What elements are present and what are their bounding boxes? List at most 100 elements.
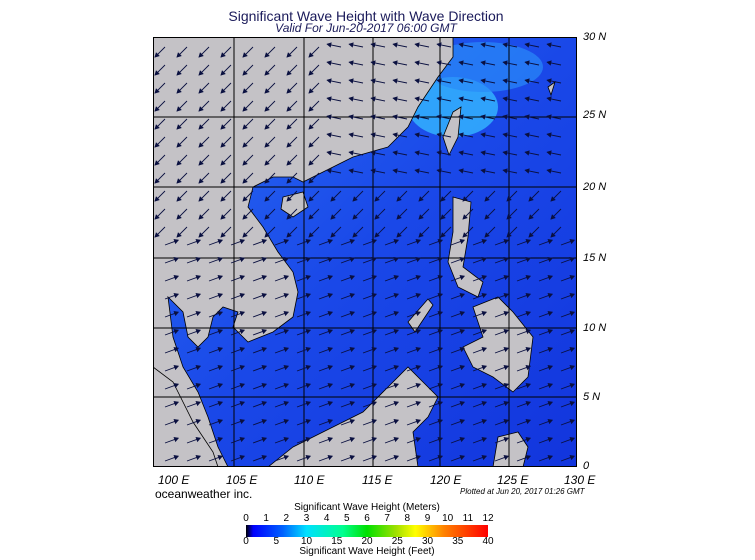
colorbar: [246, 525, 488, 537]
wave-direction-arrow: [428, 239, 444, 246]
colorbar-meters-ticks: 0 1 2 3 4 5 6 7 8 9 10 11 12: [243, 513, 493, 525]
wave-direction-arrow: [264, 190, 276, 202]
colorbar-tick: 10: [442, 513, 454, 524]
wave-direction-arrow: [198, 154, 210, 166]
wave-direction-arrow: [286, 64, 298, 76]
wave-direction-arrow: [428, 419, 444, 426]
wave-direction-arrow: [264, 118, 276, 130]
wave-direction-arrow: [462, 208, 474, 220]
wave-direction-arrow: [274, 311, 290, 318]
mainland-asia: [153, 37, 454, 467]
wave-direction-arrow: [274, 275, 290, 282]
wave-direction-arrow: [406, 293, 422, 300]
wave-direction-arrow: [440, 190, 452, 202]
wave-direction-arrow: [164, 437, 180, 444]
wave-direction-arrow: [176, 82, 188, 94]
wave-direction-arrow: [208, 383, 224, 390]
wave-direction-arrow: [274, 239, 290, 246]
wave-direction-arrow: [264, 136, 276, 148]
wave-direction-arrow: [384, 365, 400, 372]
wave-direction-arrow: [176, 226, 188, 238]
wave-direction-arrow: [362, 383, 378, 390]
wave-direction-arrow: [326, 78, 342, 84]
map-subtitle: Valid For Jun-20-2017 06:00 GMT: [275, 21, 457, 35]
wave-direction-arrow: [154, 172, 166, 184]
palawan: [407, 298, 434, 333]
wave-direction-arrow: [494, 347, 510, 354]
wave-direction-arrow: [186, 365, 202, 372]
wave-direction-arrow: [164, 257, 180, 264]
wave-direction-arrow: [472, 311, 488, 318]
wave-direction-arrow: [242, 172, 254, 184]
wave-direction-arrow: [330, 226, 342, 238]
wave-direction-arrow: [392, 114, 408, 120]
wave-direction-arrow: [414, 78, 430, 84]
wave-direction-arrow: [252, 437, 268, 444]
wave-direction-arrow: [252, 401, 268, 408]
wave-direction-arrow: [230, 293, 246, 300]
wave-direction-arrow: [538, 383, 554, 390]
wave-direction-arrow: [352, 226, 364, 238]
wave-direction-arrow: [472, 365, 488, 372]
wave-direction-arrow: [506, 226, 518, 238]
wave-direction-arrow: [406, 437, 422, 444]
wave-direction-arrow: [286, 46, 298, 58]
wave-direction-arrow: [252, 329, 268, 336]
wave-direction-arrow: [318, 383, 334, 390]
wave-direction-arrow: [458, 132, 474, 138]
wave-direction-arrow: [428, 275, 444, 282]
wave-direction-arrow: [286, 226, 298, 238]
wave-direction-arrow: [524, 132, 540, 138]
wave-direction-arrow: [516, 293, 532, 300]
wave-direction-arrow: [176, 46, 188, 58]
wave-direction-arrow: [450, 293, 466, 300]
wave-direction-arrow: [362, 419, 378, 426]
wave-direction-arrow: [154, 208, 166, 220]
wave-direction-arrow: [458, 114, 474, 120]
wave-direction-arrow: [516, 401, 532, 408]
wave-direction-arrow: [516, 383, 532, 390]
wave-direction-arrow: [502, 60, 518, 66]
wave-direction-arrow: [480, 60, 496, 66]
colorbar-tick: 9: [424, 513, 431, 524]
wave-direction-arrow: [252, 311, 268, 318]
wave-direction-arrow: [458, 96, 474, 102]
wave-direction-arrow: [326, 132, 342, 138]
wave-direction-arrow: [362, 311, 378, 318]
wave-direction-arrow: [414, 168, 430, 174]
wave-direction-arrow: [296, 293, 312, 300]
wave-direction-arrow: [472, 437, 488, 444]
wave-direction-arrow: [428, 347, 444, 354]
wave-direction-arrow: [230, 419, 246, 426]
wave-direction-arrow: [176, 136, 188, 148]
wave-direction-arrow: [436, 132, 452, 138]
wave-direction-arrow: [242, 190, 254, 202]
colorbar-feet-title: Significant Wave Height (Feet): [299, 546, 435, 557]
wave-direction-arrow: [308, 118, 320, 130]
wave-direction-arrow: [220, 208, 232, 220]
wave-direction-arrow: [164, 239, 180, 246]
wave-direction-arrow: [296, 383, 312, 390]
wave-direction-arrow: [154, 136, 166, 148]
wave-direction-arrow: [326, 114, 342, 120]
wave-direction-arrow: [450, 329, 466, 336]
wave-direction-arrow: [450, 311, 466, 318]
wave-direction-arrow: [428, 383, 444, 390]
wave-direction-arrow: [462, 226, 474, 238]
wave-direction-arrow: [198, 100, 210, 112]
wave-direction-arrow: [524, 78, 540, 84]
wave-direction-arrow: [154, 190, 166, 202]
wave-direction-arrow: [384, 257, 400, 264]
wave-direction-arrow: [524, 60, 540, 66]
wave-direction-arrow: [348, 150, 364, 156]
wave-direction-arrow: [274, 293, 290, 300]
luzon: [447, 196, 484, 298]
wave-direction-arrow: [560, 347, 576, 354]
wave-direction-arrow: [154, 100, 166, 112]
wave-direction-arrow: [362, 365, 378, 372]
wave-direction-arrow: [164, 419, 180, 426]
wave-direction-arrow: [198, 136, 210, 148]
wave-direction-arrow: [264, 154, 276, 166]
wave-direction-arrow: [220, 136, 232, 148]
wave-direction-arrow: [546, 78, 562, 84]
